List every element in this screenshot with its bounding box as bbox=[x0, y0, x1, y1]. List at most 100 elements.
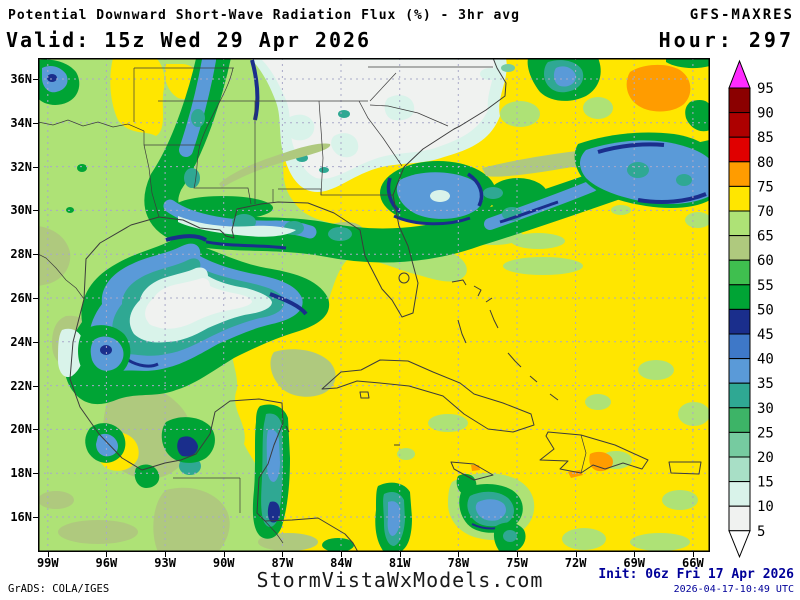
topleft-cloud-cluster bbox=[38, 59, 87, 213]
lat-tick bbox=[33, 298, 38, 299]
lon-tick bbox=[106, 552, 108, 557]
lon-label: 96W bbox=[95, 556, 118, 570]
map-frame bbox=[38, 58, 710, 552]
caribbean-cloud-blobs bbox=[322, 473, 535, 552]
colorbar-cell bbox=[728, 235, 751, 261]
lon-label: 75W bbox=[506, 556, 528, 570]
colorbar-label: 75 bbox=[757, 179, 774, 195]
colorbar-cell bbox=[728, 407, 751, 433]
colorbar-label: 85 bbox=[757, 130, 774, 146]
colorbar-cell bbox=[728, 87, 751, 114]
colorbar-label: 10 bbox=[757, 499, 774, 515]
lon-label: 84W bbox=[330, 556, 352, 570]
colorbar-cell bbox=[728, 259, 751, 286]
colorbar-cell bbox=[728, 210, 751, 237]
colorbar-label: 55 bbox=[757, 278, 774, 294]
lon-tick bbox=[165, 552, 167, 557]
lat-tick bbox=[33, 429, 38, 431]
colorbar-label: 70 bbox=[757, 204, 774, 220]
colorbar-label: 45 bbox=[757, 327, 774, 343]
lat-tick bbox=[33, 517, 38, 518]
lon-tick bbox=[399, 552, 401, 557]
lat-label: 16N bbox=[10, 510, 32, 524]
colorbar-cell bbox=[728, 505, 751, 532]
colorbar-cell bbox=[728, 284, 751, 310]
lon-label: 81W bbox=[388, 556, 411, 570]
colorbar-label: 90 bbox=[757, 106, 774, 122]
lat-label: 32N bbox=[10, 159, 32, 174]
chart-title: Potential Downward Short-Wave Radiation … bbox=[8, 8, 520, 23]
colorbar-label: 65 bbox=[757, 229, 774, 245]
lat-label: 34N bbox=[10, 115, 32, 130]
colorbar-cell bbox=[728, 431, 751, 458]
colorbar-label: 5 bbox=[757, 524, 765, 540]
lon-label: 93W bbox=[154, 556, 176, 570]
colorbar-cell bbox=[728, 161, 751, 187]
colorbar-label: 15 bbox=[757, 475, 774, 491]
init-time: Init: 06z Fri 17 Apr 2026 bbox=[598, 567, 794, 582]
lon-tick bbox=[692, 552, 694, 557]
colorbar-label: 60 bbox=[757, 253, 774, 269]
lat-tick bbox=[33, 166, 38, 168]
lat-label: 36N bbox=[10, 72, 32, 86]
site-watermark: StormVistaWxModels.com bbox=[256, 568, 544, 592]
colorbar-cell bbox=[728, 481, 751, 507]
colorbar-cell bbox=[728, 358, 751, 384]
colorbar-cell bbox=[728, 382, 751, 409]
colorbar-label: 40 bbox=[757, 352, 774, 368]
lat-label: 30N bbox=[10, 203, 32, 218]
coastlines bbox=[69, 58, 702, 552]
yucatan-coast-band bbox=[252, 404, 290, 539]
lon-tick bbox=[575, 552, 577, 557]
colorbar-label: 35 bbox=[757, 376, 774, 392]
colorbar-cell bbox=[728, 185, 751, 212]
colorbar-label: 25 bbox=[757, 425, 774, 441]
lat-label: 24N bbox=[10, 334, 32, 349]
graticule bbox=[38, 58, 710, 552]
colorbar-cell bbox=[728, 136, 751, 163]
lon-label: 69W bbox=[623, 556, 646, 570]
state-borders bbox=[38, 66, 587, 544]
campeche-cloud-patch bbox=[161, 417, 215, 463]
lon-label: 87W bbox=[271, 556, 294, 570]
lon-tick bbox=[223, 552, 225, 557]
texas-coast-cloud-complex bbox=[58, 232, 330, 488]
lat-tick bbox=[33, 254, 38, 256]
lon-tick bbox=[458, 552, 460, 557]
model-name: GFS-MAXRES bbox=[689, 7, 794, 23]
lon-label: 99W bbox=[36, 556, 59, 570]
colorbar-label: 50 bbox=[757, 302, 774, 318]
lat-tick bbox=[33, 122, 38, 124]
lon-tick bbox=[517, 552, 518, 557]
lon-label: 78W bbox=[447, 556, 470, 570]
map-canvas bbox=[38, 58, 710, 552]
lon-tick bbox=[47, 552, 49, 557]
lon-label: 66W bbox=[682, 556, 704, 570]
colorbar-cell bbox=[728, 308, 751, 335]
lat-tick bbox=[33, 385, 38, 387]
lon-label: 72W bbox=[564, 556, 587, 570]
lat-label: 26N bbox=[10, 291, 32, 305]
colorbar-cell bbox=[728, 456, 751, 483]
lat-label: 20N bbox=[10, 422, 32, 437]
lat-label: 28N bbox=[10, 247, 32, 262]
colorbar-label: 20 bbox=[757, 450, 774, 466]
lon-tick bbox=[634, 552, 636, 557]
lon-label: 90W bbox=[212, 556, 235, 570]
lat-label: 18N bbox=[10, 466, 32, 481]
generated-timestamp: 2026-04-17-10:49 UTC bbox=[673, 584, 794, 595]
lat-tick bbox=[33, 210, 38, 212]
lat-label: 22N bbox=[10, 378, 32, 393]
colorbar: 95 90 85 80 75 70 65 60 55 50 45 40 35 30 25 20 15 10 5 bbox=[728, 59, 774, 559]
lon-tick bbox=[282, 552, 284, 557]
colorbar-label: 80 bbox=[757, 155, 774, 171]
valid-time: Valid: 15z Wed 29 Apr 2026 bbox=[6, 28, 372, 52]
northeast-cloud-cluster bbox=[500, 58, 710, 208]
lat-tick bbox=[33, 341, 38, 343]
lon-tick bbox=[341, 552, 342, 557]
colorbar-cell bbox=[728, 333, 751, 360]
grads-credit: GrADS: COLA/IGES bbox=[8, 583, 110, 595]
lat-tick bbox=[33, 473, 38, 475]
colorbar-cell bbox=[728, 112, 751, 138]
